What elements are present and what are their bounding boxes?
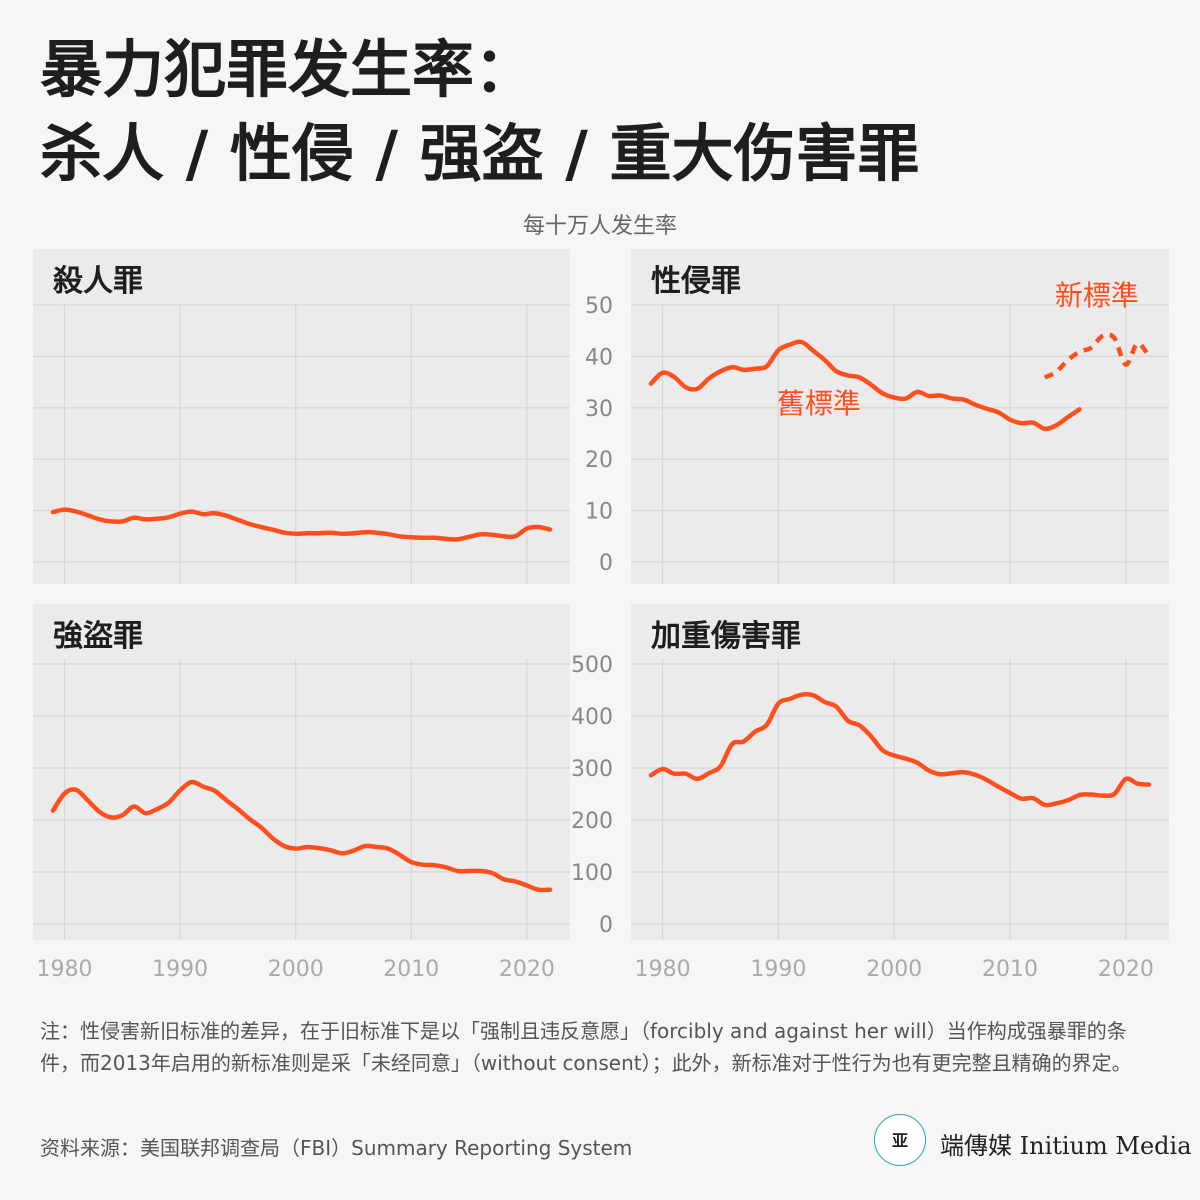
logo-wordmark: 端傳媒 Initium Media [940, 1132, 1192, 1160]
x-tick-label: 2010 [982, 957, 1038, 982]
y-tick-label: 200 [571, 809, 613, 834]
series-line [648, 692, 1152, 808]
series-line-1 [648, 339, 1082, 432]
title-line-1: 暴力犯罪发生率： [40, 33, 537, 106]
y-tick-label: 30 [585, 397, 613, 422]
panel-title: 殺人罪 [53, 264, 143, 299]
chart-subtitle: 每十万人发生率 [522, 214, 677, 239]
series-line [50, 507, 553, 542]
y-tick-label: 0 [599, 913, 613, 938]
title-line-2: 杀人 / 性侵 / 强盗 / 重大伤害罪 [40, 117, 920, 190]
x-tick-label: 2000 [866, 957, 922, 982]
series-label: 新標準 [1055, 279, 1139, 312]
y-tick-label: 50 [585, 294, 613, 319]
panel-1: 殺人罪 [33, 249, 570, 584]
series-label: 舊標準 [777, 387, 861, 420]
y-tick-label: 0 [599, 551, 613, 576]
initium-logo: 亚 端傳媒 Initium Media [874, 1114, 1192, 1168]
y-tick-label: 100 [571, 861, 613, 886]
page-title: 暴力犯罪发生率： 杀人 / 性侵 / 强盗 / 重大伤害罪 [40, 28, 1160, 196]
x-tick-label: 1980 [635, 957, 691, 982]
x-tick-label: 2020 [499, 957, 555, 982]
series-line-2 [1043, 332, 1151, 380]
panel-title: 加重傷害罪 [651, 619, 801, 654]
source-note: 资料来源：美国联邦调查局（FBI）Summary Reporting Syste… [40, 1136, 633, 1160]
x-tick-label: 1980 [37, 957, 93, 982]
series-line [50, 779, 553, 893]
y-tick-label: 20 [585, 448, 613, 473]
y-tick-label: 40 [585, 345, 613, 370]
footnote: 注：性侵害新旧标准的差异，在于旧标准下是以「强制且违反意愿」（forcibly … [40, 1019, 1132, 1075]
y-tick-label: 10 [585, 500, 613, 525]
y-tick-label: 500 [571, 653, 613, 678]
panel-background [33, 604, 570, 940]
x-tick-label: 1990 [152, 957, 208, 982]
panel-title: 強盜罪 [53, 619, 143, 654]
panel-4: 0 100 200 300 400 500 1980 1990 2000 2010 2020 加重傷害… [571, 604, 1169, 982]
y-tick-label: 300 [571, 757, 613, 782]
panel-title: 性侵罪 [651, 264, 741, 299]
logo-glyph: 亚 [891, 1131, 908, 1150]
x-tick-label: 2000 [268, 957, 324, 982]
x-tick-label: 1990 [750, 957, 806, 982]
x-tick-label: 2020 [1098, 957, 1154, 982]
logo-mark-icon: 亚 [874, 1114, 926, 1166]
panel-background [631, 604, 1169, 940]
x-tick-label: 2010 [383, 957, 439, 982]
y-tick-label: 400 [571, 705, 613, 730]
panel-3: 1980 1990 2000 2010 2020 強盜罪 [33, 604, 570, 982]
